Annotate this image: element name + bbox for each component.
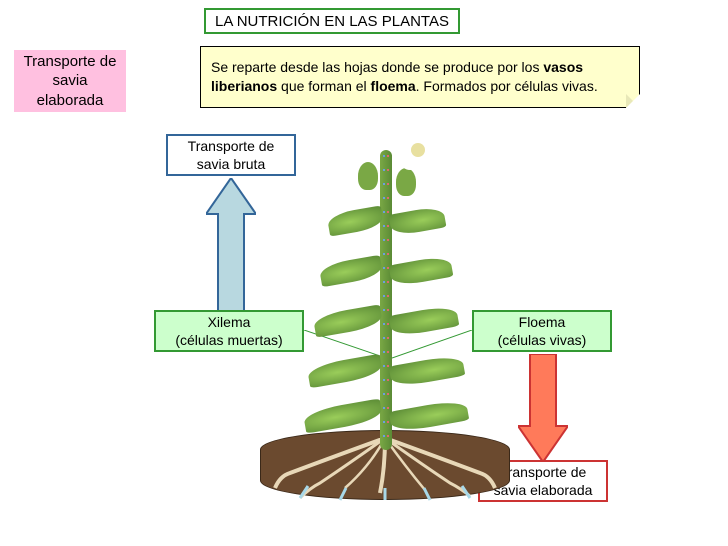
leaf [389,205,447,236]
bud [358,162,378,190]
xilema-box: Xilema (células muertas) [154,310,304,352]
pink-label-text: Transporte de savia elaborada [22,52,118,111]
leaf [303,398,384,433]
flower [396,128,440,172]
arrow-down [518,354,568,462]
leaf [389,398,470,433]
stem-flow [380,155,392,445]
note-pre: Se reparte desde las hojas donde se prod… [211,59,543,75]
savia-bruta-box: Transporte de savia bruta [166,134,296,176]
note-fold [626,94,640,108]
note-text: Se reparte desde las hojas donde se prod… [211,58,629,96]
bud [396,168,416,196]
title-text: LA NUTRICIÓN EN LAS PLANTAS [215,13,449,30]
leaf [319,255,384,287]
title-box: LA NUTRICIÓN EN LAS PLANTAS [204,8,460,34]
leaf [389,255,454,287]
note-bold2: floema [371,78,416,94]
note-mid: que forman el [277,78,370,94]
description-note: Se reparte desde las hojas donde se prod… [200,46,640,108]
note-post: . Formados por células vivas. [416,78,598,94]
floema-text: Floema (células vivas) [498,313,587,349]
xilema-text: Xilema (células muertas) [175,313,282,349]
floema-box: Floema (células vivas) [472,310,612,352]
leaf [327,205,385,236]
pink-label-box: Transporte de savia elaborada [14,50,126,112]
arrow-up [206,178,256,312]
savia-bruta-text: Transporte de savia bruta [176,137,286,173]
